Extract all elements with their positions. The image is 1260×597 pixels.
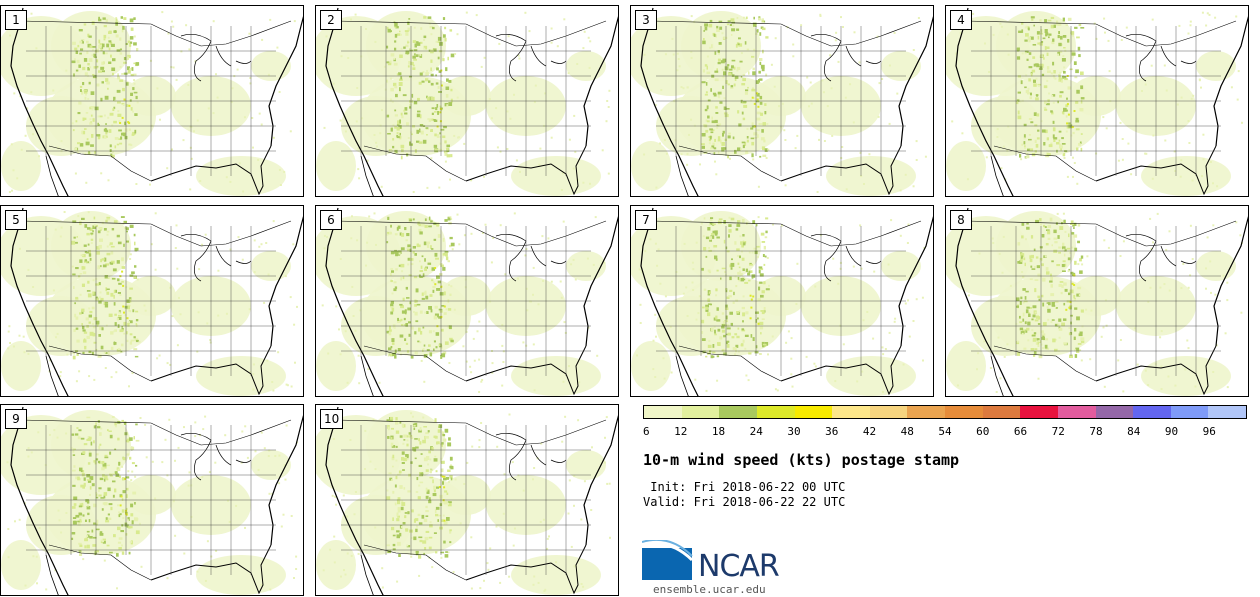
panel-number: 8 xyxy=(950,210,972,230)
colorbar-segment xyxy=(832,406,870,418)
map-panel: 4 xyxy=(945,5,1249,197)
colorbar-segment xyxy=(1208,406,1246,418)
colorbar-tick-label: 18 xyxy=(711,425,726,438)
map-panel: 9 xyxy=(0,404,304,596)
colorbar-segment xyxy=(1057,406,1096,418)
init-time: Init: Fri 2018-06-22 00 UTC xyxy=(643,480,846,494)
colorbar-tick-label: 96 xyxy=(1202,425,1216,438)
colorbar-tick-labels: 6 12 18 24 30 36 42 48 54 60 66 72 78 84 90 96 xyxy=(643,425,1247,439)
colorbar-segment xyxy=(681,406,720,418)
colorbar-segment xyxy=(869,406,908,418)
colorbar-tick-label: 72 xyxy=(1051,425,1065,438)
colorbar-tick-label: 30 xyxy=(787,425,801,438)
map-panel: 3 xyxy=(630,5,934,197)
colorbar-tick-label: 6 xyxy=(643,425,650,438)
panel-number: 10 xyxy=(320,409,344,429)
panel-number: 7 xyxy=(635,210,657,230)
map-panel: 6 xyxy=(315,205,619,397)
colorbar-tick-label: 60 xyxy=(976,425,990,438)
colorbar-tick-label: 90 xyxy=(1164,425,1179,438)
colorbar-tick-label: 24 xyxy=(749,425,763,438)
panel-number: 9 xyxy=(5,409,27,429)
panel-number: 1 xyxy=(5,10,27,30)
colorbar-tick-label: 54 xyxy=(938,425,952,438)
colorbar-segment xyxy=(644,406,682,418)
colorbar-segment xyxy=(945,406,983,418)
colorbar-segment xyxy=(1095,406,1134,418)
colorbar xyxy=(643,405,1247,419)
valid-time: Valid: Fri 2018-06-22 22 UTC xyxy=(643,495,846,509)
colorbar-segment xyxy=(907,406,945,418)
ncar-logo-icon xyxy=(642,540,694,580)
colorbar-segment xyxy=(794,406,833,418)
colorbar-tick-label: 66 xyxy=(1013,425,1028,438)
map-panel: 7 xyxy=(630,205,934,397)
map-panel: 5 xyxy=(0,205,304,397)
map-panel: 8 xyxy=(945,205,1249,397)
colorbar-tick-label: 42 xyxy=(862,425,877,438)
map-panel: 1 xyxy=(0,5,304,197)
colorbar-tick-label: 12 xyxy=(674,425,688,438)
panel-number: 4 xyxy=(950,10,972,30)
colorbar-segment xyxy=(1020,406,1058,418)
colorbar-tick-label: 78 xyxy=(1089,425,1103,438)
colorbar-segment xyxy=(1170,406,1209,418)
ensemble-url: ensemble.ucar.edu xyxy=(653,583,766,596)
panel-number: 2 xyxy=(320,10,342,30)
panel-number: 5 xyxy=(5,210,27,230)
colorbar-tick-label: 48 xyxy=(900,425,914,438)
panel-number: 6 xyxy=(320,210,342,230)
map-panel: 2 xyxy=(315,5,619,197)
colorbar-segment xyxy=(719,406,757,418)
ncar-logo-text: NCAR xyxy=(698,549,780,584)
panel-number: 3 xyxy=(635,10,657,30)
colorbar-tick-label: 36 xyxy=(825,425,839,438)
map-panel: 10 xyxy=(315,404,619,596)
colorbar-segment xyxy=(982,406,1021,418)
colorbar-segment xyxy=(1133,406,1171,418)
colorbar-segment xyxy=(756,406,795,418)
colorbar-tick-label: 84 xyxy=(1127,425,1141,438)
figure-title: 10-m wind speed (kts) postage stamp xyxy=(643,451,960,469)
